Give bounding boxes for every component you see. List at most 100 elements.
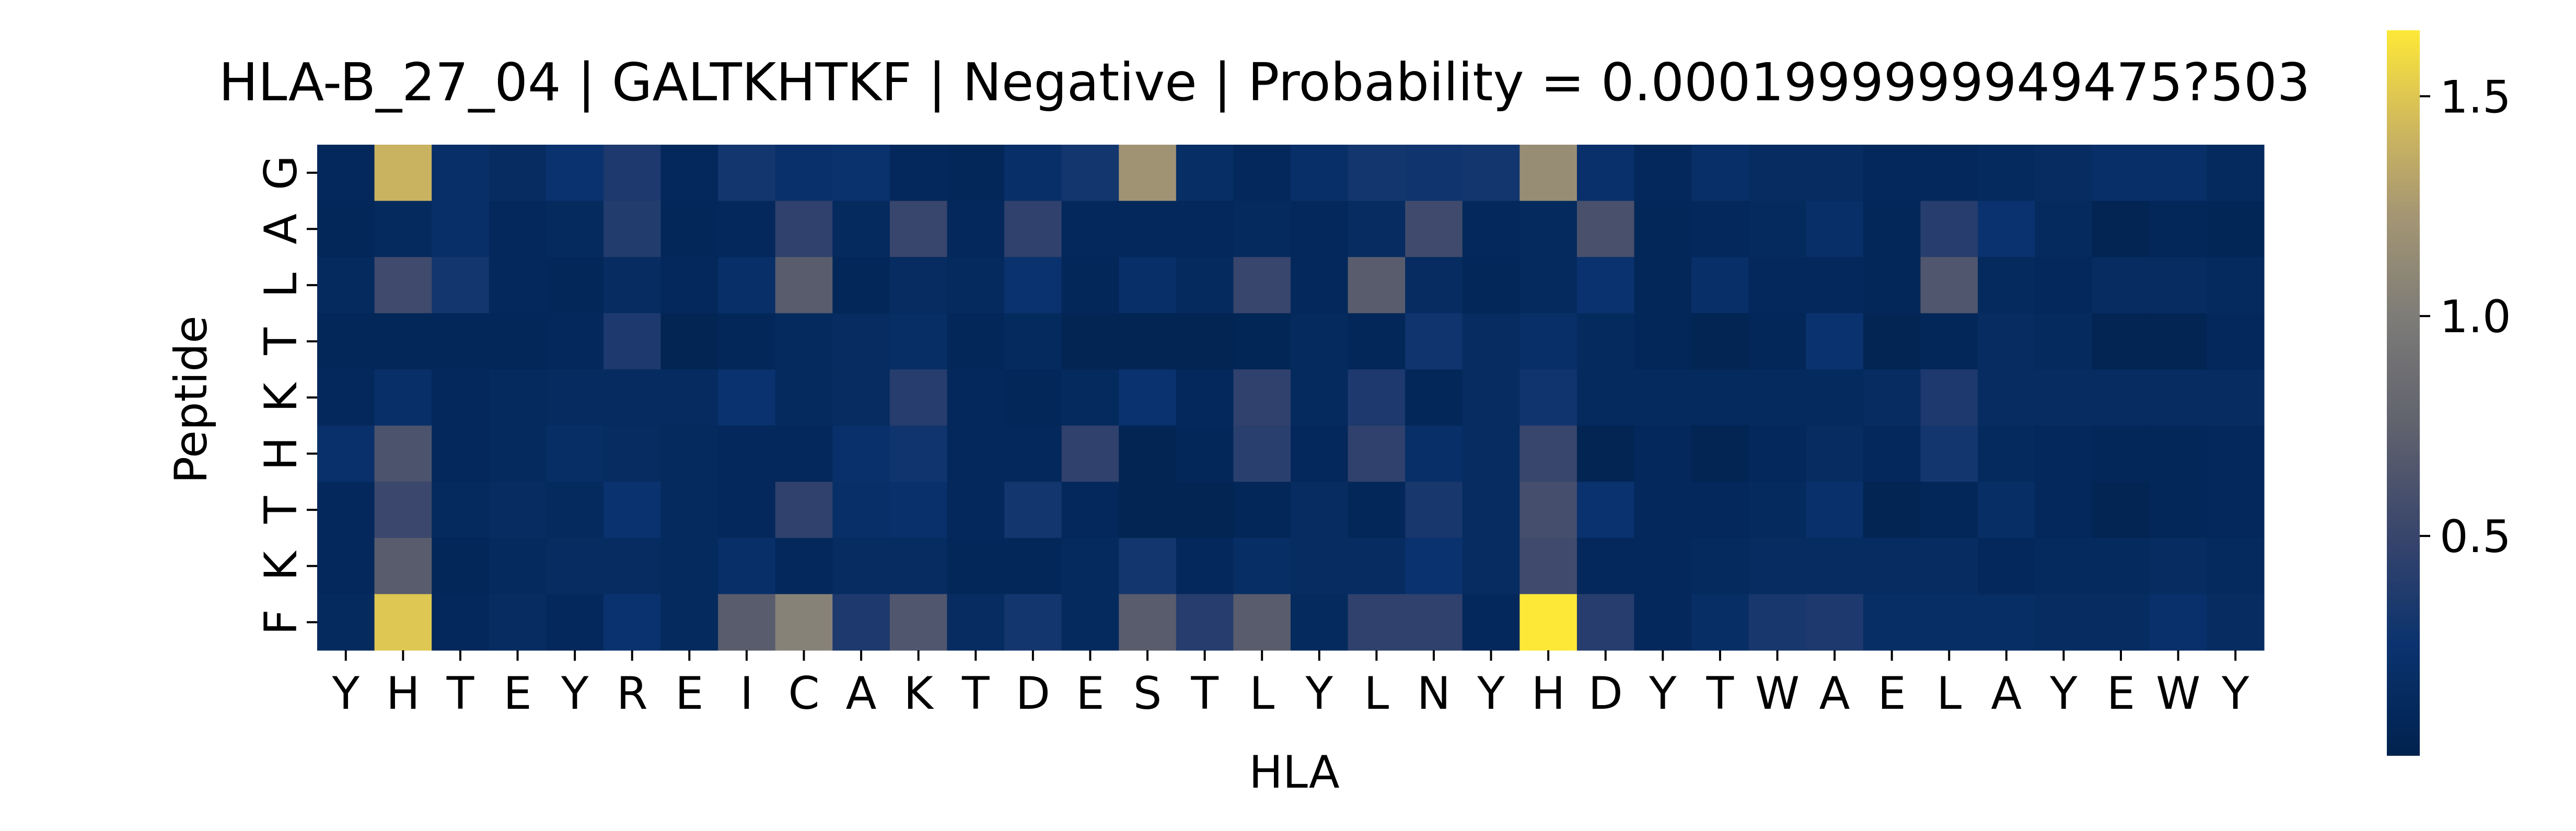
x-tick-label: T — [1190, 668, 1219, 720]
heatmap-cell — [432, 313, 490, 370]
heatmap-cell — [2207, 482, 2265, 539]
x-tick-label: K — [903, 668, 934, 720]
heatmap-cell — [832, 313, 890, 370]
heatmap-cell — [489, 482, 547, 539]
heatmap-cell — [1576, 145, 1635, 202]
heatmap-cell — [1978, 537, 2036, 595]
heatmap-cell — [1176, 425, 1234, 482]
x-tick-label: Y — [2221, 668, 2249, 720]
heatmap-cell — [432, 537, 490, 595]
heatmap-cell — [2207, 201, 2265, 258]
heatmap-cell — [1291, 257, 1349, 314]
heatmap-cell — [374, 201, 432, 258]
heatmap-cell — [947, 313, 1005, 370]
heatmap-cell — [660, 201, 718, 258]
heatmap-cell — [2035, 594, 2093, 651]
heatmap-cell — [432, 201, 490, 258]
heatmap-cell — [1405, 369, 1463, 426]
heatmap-cell — [1061, 201, 1119, 258]
x-tick-label: T — [1706, 668, 1734, 720]
heatmap-cell — [1519, 257, 1577, 314]
heatmap-cell — [2207, 594, 2265, 651]
heatmap-cell — [1978, 425, 2036, 482]
heatmap-cell — [2035, 201, 2093, 258]
heatmap-cell — [1863, 313, 1921, 370]
x-tick-label: A — [1819, 668, 1850, 720]
heatmap-cell — [374, 425, 432, 482]
heatmap-cell — [1061, 425, 1119, 482]
heatmap-cell — [1405, 201, 1463, 258]
heatmap-cell — [546, 537, 604, 595]
heatmap-cell — [317, 145, 375, 202]
heatmap-cell — [718, 145, 776, 202]
heatmap-cell — [1233, 201, 1291, 258]
heatmap-cell — [947, 257, 1005, 314]
x-tick-label: Y — [2049, 668, 2078, 720]
heatmap-cell — [1462, 482, 1520, 539]
heatmap-cell — [2092, 594, 2150, 651]
heatmap-cell — [1291, 594, 1349, 651]
heatmap-cell — [546, 201, 604, 258]
heatmap-cell — [1176, 594, 1234, 651]
heatmap-cell — [489, 257, 547, 314]
x-tick-label: Y — [1305, 668, 1333, 720]
heatmap-cell — [1691, 537, 1749, 595]
heatmap-cell — [1119, 369, 1177, 426]
heatmap-cell — [832, 482, 890, 539]
heatmap-cell — [2149, 369, 2208, 426]
heatmap-cell — [2092, 257, 2150, 314]
heatmap-cell — [546, 594, 604, 651]
heatmap-cell — [603, 482, 662, 539]
heatmap-cell — [1634, 145, 1692, 202]
heatmap-cell — [1233, 145, 1291, 202]
heatmap-cell — [1863, 201, 1921, 258]
y-tick-label: T — [255, 496, 307, 524]
heatmap-cell — [1462, 537, 1520, 595]
heatmap-cell — [1748, 425, 1806, 482]
heatmap-cell — [1806, 594, 1864, 651]
x-tick-label: T — [446, 668, 474, 720]
heatmap-cell — [1462, 594, 1520, 651]
heatmap-cell — [374, 369, 432, 426]
heatmap-cell — [374, 594, 432, 651]
x-tick-label: E — [1878, 668, 1906, 720]
heatmap-cell — [1348, 537, 1406, 595]
heatmap-cell — [889, 425, 948, 482]
heatmap-cell — [1176, 482, 1234, 539]
y-tick-label: G — [255, 155, 307, 190]
heatmap-cell — [2207, 313, 2265, 370]
heatmap-cell — [546, 425, 604, 482]
heatmap-cell — [1920, 594, 1978, 651]
heatmap-cell — [1634, 369, 1692, 426]
heatmap-cell — [546, 482, 604, 539]
heatmap-cell — [1004, 594, 1062, 651]
heatmap-cell — [660, 537, 718, 595]
heatmap-cell — [432, 594, 490, 651]
heatmap-cell — [947, 537, 1005, 595]
heatmap-cell — [1634, 257, 1692, 314]
heatmap-cell — [660, 482, 718, 539]
heatmap-cell — [1119, 257, 1177, 314]
colorbar: 0.5 1.0 1.5 — [2387, 30, 2511, 756]
heatmap-cell — [317, 594, 375, 651]
chart-title: HLA-B_27_04 | GALTKHTKF | Negative | Pro… — [219, 52, 2311, 113]
heatmap-cell — [1748, 313, 1806, 370]
heatmap-cell — [1405, 313, 1463, 370]
heatmap-cell — [1748, 201, 1806, 258]
heatmap-cell — [489, 313, 547, 370]
heatmap-cell — [2092, 369, 2150, 426]
heatmap-cell — [489, 145, 547, 202]
heatmap-cell — [1061, 482, 1119, 539]
heatmap-cell — [1233, 482, 1291, 539]
heatmap-cell — [2035, 537, 2093, 595]
heatmap-cell — [775, 145, 833, 202]
heatmap-cell — [1004, 313, 1062, 370]
heatmap-cell — [432, 145, 490, 202]
heatmap-cell — [1004, 145, 1062, 202]
heatmap-cell — [1348, 257, 1406, 314]
heatmap-cell — [2092, 537, 2150, 595]
x-tick-label: E — [1076, 668, 1104, 720]
heatmap-cell — [947, 482, 1005, 539]
heatmap-cell — [1176, 537, 1234, 595]
heatmap-cell — [1291, 145, 1349, 202]
